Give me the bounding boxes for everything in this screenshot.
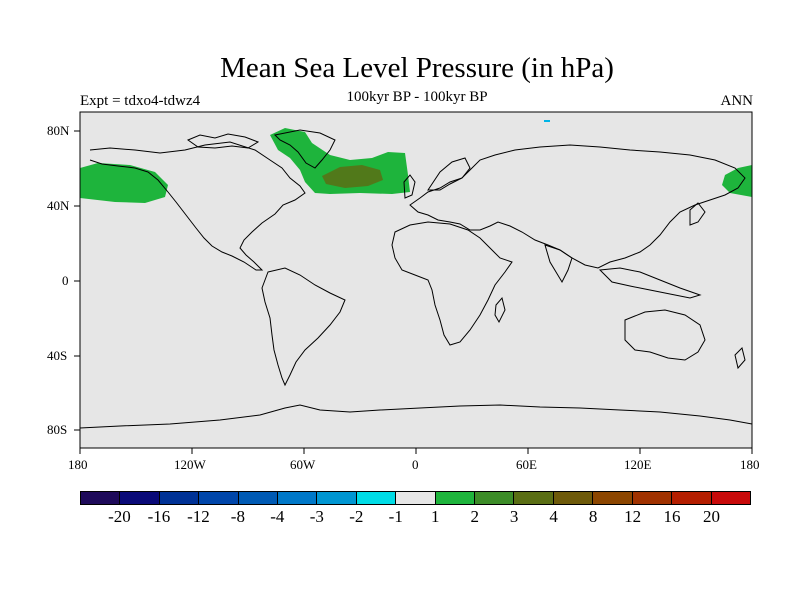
anomaly-regions (80, 120, 752, 203)
coast-scandinavia (427, 157, 471, 191)
colorbar-swatch (514, 492, 554, 504)
colorbar-swatch (711, 492, 750, 504)
coast-south-america (261, 267, 346, 387)
colorbar-swatch (199, 492, 239, 504)
colorbar-label: -20 (108, 507, 131, 526)
lon-tick-marks (79, 448, 753, 454)
lat-tick-label: 40N (47, 198, 70, 213)
lon-tick-label: 120E (624, 457, 652, 472)
coastlines (79, 129, 753, 429)
lon-tick-label: 60E (516, 457, 537, 472)
colorbar-label: -8 (230, 507, 245, 526)
lat-tick-label: 40S (47, 348, 68, 363)
lat-tick-label: 80S (47, 422, 68, 437)
coast-new-zealand (734, 347, 746, 370)
coast-africa (391, 221, 513, 346)
colorbar-label: 3 (509, 507, 519, 526)
lat-tick-marks (74, 130, 80, 431)
colorbar-label: 16 (663, 507, 681, 526)
colorbar-label: -4 (270, 507, 285, 526)
colorbar-swatch (317, 492, 357, 504)
colorbar-swatch (672, 492, 712, 504)
colorbar-label: 20 (703, 507, 721, 526)
colorbar-label: 2 (470, 507, 479, 526)
coast-north-america (89, 141, 306, 271)
colorbar-label: -1 (388, 507, 403, 526)
anomaly-north-pacific-east (722, 165, 752, 197)
colorbar-swatch (159, 492, 200, 504)
coast-arctic-islands (186, 133, 260, 149)
lon-tick-label: 0 (412, 457, 419, 472)
colorbar-swatch (81, 492, 121, 504)
colorbar-label: 1 (430, 507, 440, 526)
coast-india (544, 244, 573, 284)
colorbar-swatch (632, 492, 673, 504)
chart-subtitle: 100kyr BP - 100kyr BP (346, 89, 488, 105)
colorbar-swatch (475, 492, 515, 504)
colorbar-label: 12 (624, 507, 642, 526)
lat-tick-label: 80N (47, 123, 70, 138)
colorbar-label: 8 (588, 507, 598, 526)
colorbar-swatch (435, 492, 476, 504)
colorbar-swatch (356, 492, 397, 504)
map-background (80, 112, 752, 448)
anomaly-north-atlantic-core (322, 165, 383, 188)
colorbar-swatch (120, 492, 160, 504)
lon-tick-label: 120W (174, 457, 206, 472)
lon-tick-label: 180 (68, 457, 88, 472)
lon-tick-label: 60W (290, 457, 316, 472)
colorbar-label: 4 (549, 507, 558, 526)
coast-madagascar (494, 296, 506, 324)
colorbar-label: -2 (349, 507, 364, 526)
colorbar-label: -16 (147, 507, 171, 526)
lat-tick-label: 0 (62, 273, 69, 288)
anomaly-north-pacific-west (80, 163, 168, 203)
colorbar-label: -12 (187, 507, 210, 526)
lon-tick-label: 180 (740, 457, 760, 472)
colorbar-swatch (396, 492, 436, 504)
coast-australia (624, 309, 706, 361)
season-label: ANN (720, 93, 754, 109)
coast-britain (403, 174, 416, 199)
colorbar (80, 491, 751, 505)
colorbar-swatch (238, 492, 279, 504)
coast-eurasia (409, 144, 746, 269)
coast-japan (689, 202, 706, 226)
coast-greenland (273, 129, 336, 169)
coast-antarctica (79, 404, 753, 429)
colorbar-swatch (278, 492, 318, 504)
colorbar-swatch (593, 492, 633, 504)
colorbar-swatch (553, 492, 594, 504)
chart-title: Mean Sea Level Pressure (in hPa) (220, 52, 614, 84)
coast-se-asia (598, 267, 702, 299)
colorbar-label: -3 (309, 507, 324, 526)
experiment-label: Expt = tdxo4-tdwz4 (80, 93, 201, 109)
